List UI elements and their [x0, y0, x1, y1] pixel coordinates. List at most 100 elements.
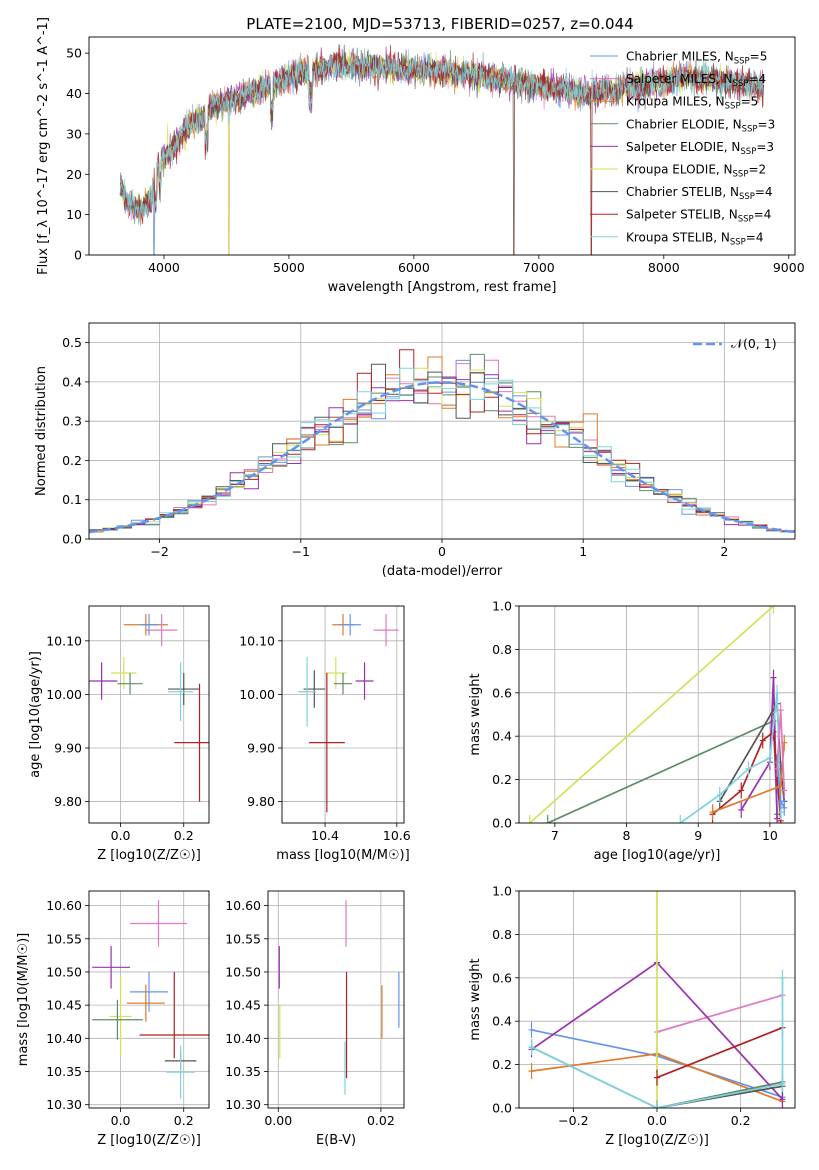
y-tick-label: 0.0: [62, 532, 82, 547]
mass_vs_EBV-points: [278, 900, 400, 1095]
y-tick-label: 30: [66, 126, 82, 141]
x-tick-label: −2: [150, 544, 168, 559]
x-axis-label: age [log10(age/yr)]: [594, 848, 721, 863]
massweight_vs_Z-lines: [528, 891, 786, 1108]
x-tick-label: 0.0: [647, 1113, 667, 1128]
age_vs_mass-frame: [281, 605, 405, 824]
x-tick-label: 5000: [273, 260, 305, 275]
y-tick-label: 0.4: [62, 374, 82, 389]
legend-entry: Salpeter STELIB, NSSP=4: [626, 208, 771, 225]
y-tick-label: 50: [66, 46, 82, 61]
y-tick-label: 10.40: [225, 1031, 261, 1046]
x-tick-label: 0.00: [264, 1113, 292, 1128]
y-tick-label: 10.30: [46, 1097, 82, 1112]
series-line: [529, 606, 775, 823]
age_vs_mass-axes: 10.4 10.6 9.80 9.90 10.00 10.10 mass [log10(M/…: [239, 606, 411, 863]
y-tick-label: 10.55: [46, 931, 82, 946]
y-tick-label: 0.5: [62, 335, 82, 350]
residuals-frame: [88, 322, 796, 540]
y-tick-label: 10.00: [46, 687, 82, 702]
residual-hist: [89, 349, 795, 535]
y-axis-label: age [log10(age/yr)]: [28, 651, 43, 778]
x-tick-label: 9000: [773, 260, 805, 275]
age_vs_Z-points: [89, 614, 209, 802]
y-tick-label: 0.2: [492, 772, 512, 787]
y-tick-label: 10.45: [225, 998, 261, 1013]
age_vs_Z-axes: 0.0 0.2 9.80 9.90 10.00 10.10 Z [log10(Z/Z☉)] a…: [28, 606, 209, 863]
y-tick-label: 10.40: [46, 1031, 82, 1046]
x-tick-label: 0.0: [111, 828, 131, 843]
figure-title: PLATE=2100, MJD=53713, FIBERID=0257, z=0…: [246, 15, 633, 33]
legend-entry: Kroupa STELIB, NSSP=4: [626, 230, 764, 247]
x-tick-label: 7: [551, 828, 559, 843]
x-tick-label: 6000: [398, 260, 430, 275]
y-tick-label: 10.30: [225, 1097, 261, 1112]
massweight_vs_Z-frame: [518, 890, 796, 1109]
y-tick-label: 0.6: [492, 970, 512, 985]
x-tick-label: 8000: [648, 260, 680, 275]
y-tick-label: 0.4: [492, 729, 512, 744]
y-tick-label: 0.4: [492, 1014, 512, 1029]
spectrum-frame: [88, 36, 796, 256]
x-tick-label: 2: [720, 544, 728, 559]
y-tick-label: 40: [66, 86, 82, 101]
y-tick-label: 10.55: [225, 931, 261, 946]
y-tick-label: 10.00: [239, 687, 275, 702]
series-line: [656, 994, 783, 1033]
massweight_vs_age-axes: 7 8 9 10 0.0 0.2 0.4 0.6 0.8 1.0 age [log10(age/yr…: [468, 599, 795, 863]
x-tick-label: 0: [438, 544, 446, 559]
spectrum-series-line: [119, 48, 764, 255]
series-line: [679, 692, 782, 823]
y-tick-label: 9.90: [247, 740, 275, 755]
legend-entry: Salpeter ELODIE, NSSP=3: [626, 140, 774, 157]
x-tick-label: 10.4: [311, 828, 339, 843]
y-axis-label: mass weight: [468, 958, 483, 1040]
y-axis-label: mass [log10(M/M☉)]: [16, 933, 31, 1066]
x-axis-label: mass [log10(M/M☉)]: [276, 848, 409, 863]
age_vs_mass-points: [298, 614, 399, 813]
mass_vs_Z-points: [92, 900, 209, 1099]
y-axis-label: Normed distribution: [34, 366, 49, 496]
y-tick-label: 9.80: [247, 794, 275, 809]
y-axis-label: mass weight: [468, 673, 483, 755]
y-tick-label: 0.6: [492, 685, 512, 700]
series-line: [531, 977, 784, 1108]
y-axis-label: Flux [f_λ 10^-17 erg cm^-2 s^-1 A^-1]: [36, 17, 51, 275]
y-tick-label: 10.50: [225, 964, 261, 979]
legend-entry: 𝒩(0, 1): [731, 336, 777, 351]
massweight_vs_age-frame: [518, 605, 796, 824]
y-tick-label: 10.45: [46, 998, 82, 1013]
x-tick-label: 10: [762, 828, 778, 843]
y-tick-label: 10.60: [225, 898, 261, 913]
y-tick-label: 10.60: [46, 898, 82, 913]
legend-entry: Chabrier STELIB, NSSP=4: [626, 185, 773, 202]
x-tick-label: 0.02: [367, 1113, 395, 1128]
x-axis-label: wavelength [Angstrom, rest frame]: [328, 280, 557, 295]
y-tick-label: 1.0: [492, 599, 512, 614]
x-tick-label: 0.0: [111, 1113, 131, 1128]
y-tick-label: 10.10: [239, 633, 275, 648]
normal-curve: [89, 381, 795, 534]
x-axis-label: Z [log10(Z/Z☉)]: [97, 1133, 201, 1148]
y-tick-label: 9.90: [54, 740, 82, 755]
x-tick-label: −0.2: [558, 1113, 588, 1128]
x-tick-label: 4000: [148, 260, 180, 275]
age_vs_Z-frame: [88, 605, 210, 824]
mass_vs_EBV-axes: 0.00 0.02 10.30 10.35 10.40 10.45 10.50 10.55 10…: [225, 891, 404, 1148]
mass_vs_EBV-frame: [267, 890, 405, 1109]
legend-entry: Kroupa ELODIE, NSSP=2: [626, 163, 766, 180]
spectrum-lines: [119, 44, 764, 255]
x-tick-label: 7000: [523, 260, 555, 275]
y-tick-label: 0.0: [492, 1101, 512, 1116]
x-tick-label: 0.2: [174, 1113, 194, 1128]
residuals-axes: −2 −1 0 1 2 0.0 0.1 0.2 0.3 0.4 0.5 (data-model)/er…: [34, 323, 795, 579]
mass_vs_Z-axes: 0.0 0.2 10.30 10.35 10.40 10.45 10.50 10.55 10.6…: [16, 891, 209, 1148]
x-tick-label: 8: [623, 828, 631, 843]
y-tick-label: 1.0: [492, 884, 512, 899]
massweight_vs_age-lines: [526, 606, 788, 823]
legend-entry: Salpeter MILES, NSSP=4: [626, 72, 766, 89]
y-tick-label: 0.2: [62, 453, 82, 468]
x-tick-label: 9: [694, 828, 702, 843]
y-tick-label: 0: [74, 248, 82, 263]
y-tick-label: 0.8: [492, 642, 512, 657]
